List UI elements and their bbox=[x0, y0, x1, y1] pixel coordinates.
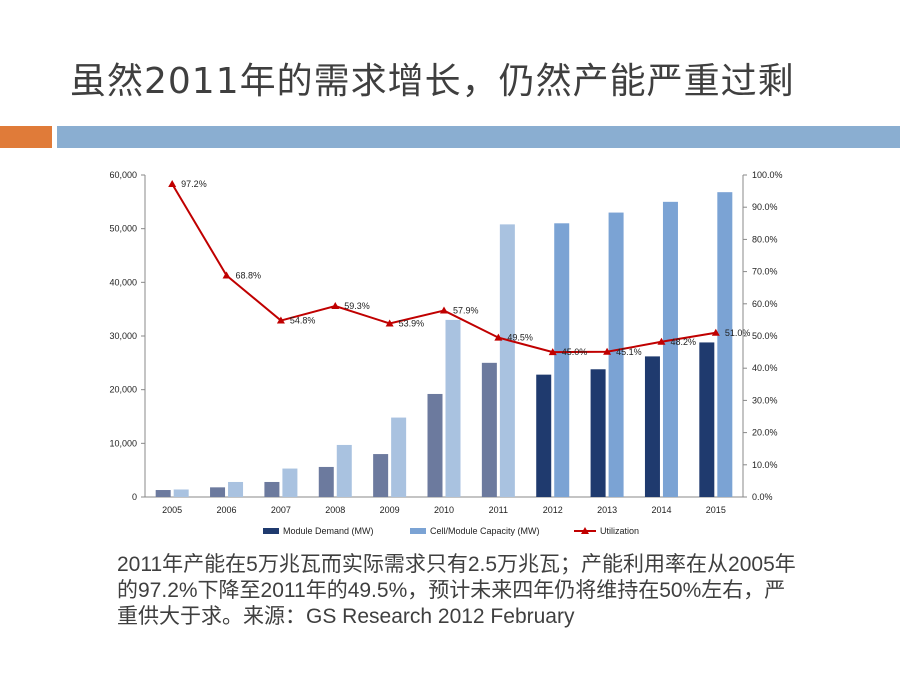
bar-module-demand bbox=[644, 356, 660, 497]
utilization-data-label: 45.1% bbox=[616, 347, 642, 357]
utilization-data-label: 49.5% bbox=[507, 333, 533, 343]
x-tick-label: 2006 bbox=[217, 505, 237, 515]
legend-swatch-marker bbox=[581, 527, 589, 534]
x-tick-label: 2007 bbox=[271, 505, 291, 515]
x-tick-label: 2014 bbox=[651, 505, 671, 515]
utilization-data-label: 51.0% bbox=[725, 328, 751, 338]
bar-capacity bbox=[662, 201, 678, 498]
legend-label: Cell/Module Capacity (MW) bbox=[430, 526, 540, 536]
y-right-tick-label: 70.0% bbox=[752, 267, 778, 277]
bar-capacity bbox=[391, 417, 407, 497]
y-right-tick-label: 80.0% bbox=[752, 234, 778, 244]
utilization-data-label: 45.0% bbox=[562, 347, 588, 357]
y-left-tick-label: 50,000 bbox=[109, 224, 137, 234]
y-right-tick-label: 90.0% bbox=[752, 202, 778, 212]
x-tick-label: 2010 bbox=[434, 505, 454, 515]
bar-module-demand bbox=[590, 369, 606, 497]
bar-capacity bbox=[445, 319, 461, 497]
x-tick-label: 2008 bbox=[325, 505, 345, 515]
x-tick-label: 2015 bbox=[706, 505, 726, 515]
accent-bar-blue bbox=[57, 126, 900, 148]
bar-module-demand bbox=[373, 454, 389, 497]
bar-module-demand bbox=[427, 393, 443, 497]
bar-capacity bbox=[608, 212, 624, 498]
x-tick-label: 2009 bbox=[380, 505, 400, 515]
bar-capacity bbox=[173, 489, 189, 497]
bar-module-demand bbox=[210, 487, 226, 497]
utilization-point bbox=[440, 306, 448, 314]
bar-module-demand bbox=[155, 490, 171, 497]
utilization-data-label: 54.8% bbox=[290, 316, 316, 326]
utilization-data-label: 97.2% bbox=[181, 179, 207, 189]
accent-bar-orange bbox=[0, 126, 52, 148]
utilization-data-label: 48.2% bbox=[670, 337, 696, 347]
x-tick-label: 2012 bbox=[543, 505, 563, 515]
utilization-point bbox=[385, 319, 394, 327]
combo-chart: 0 10,000 20,000 30,000 40,000 50,000 60,000 0.0… bbox=[109, 170, 783, 536]
utilization-line bbox=[171, 183, 716, 354]
bar-capacity bbox=[282, 468, 298, 497]
utilization-point bbox=[603, 347, 612, 355]
bar-capacity bbox=[499, 224, 515, 497]
bar-module-demand bbox=[536, 374, 552, 497]
y-right-tick-label: 30.0% bbox=[752, 395, 778, 405]
utilization-point bbox=[548, 348, 557, 356]
y-right-tick-label: 0.0% bbox=[752, 492, 773, 502]
bar-capacity bbox=[336, 444, 352, 497]
x-tick-label: 2005 bbox=[162, 505, 182, 515]
y-left-tick-label: 60,000 bbox=[109, 170, 137, 180]
y-right-tick-label: 60.0% bbox=[752, 299, 778, 309]
utilization-data-label: 68.8% bbox=[236, 270, 262, 280]
legend-label: Utilization bbox=[600, 526, 639, 536]
y-right-tick-label: 50.0% bbox=[752, 331, 778, 341]
legend-swatch bbox=[410, 528, 426, 534]
y-right-tick-label: 100.0% bbox=[752, 170, 783, 180]
utilization-point bbox=[276, 316, 285, 324]
utilization-data-label: 57.9% bbox=[453, 306, 479, 316]
legend-label: Module Demand (MW) bbox=[283, 526, 374, 536]
utilization-point bbox=[168, 180, 177, 188]
legend-swatch bbox=[263, 528, 279, 534]
y-left-tick-label: 10,000 bbox=[109, 438, 137, 448]
x-tick-label: 2013 bbox=[597, 505, 617, 515]
y-left-tick-label: 40,000 bbox=[109, 277, 137, 287]
utilization-data-label: 53.9% bbox=[399, 318, 425, 328]
caption-text: 2011年产能在5万兆瓦而实际需求只有2.5万兆瓦；产能利用率在从2005年的9… bbox=[117, 553, 796, 628]
slide-title: 虽然2011年的需求增长，仍然产能严重过剩 bbox=[70, 61, 795, 102]
bar-module-demand bbox=[318, 466, 334, 497]
y-left-tick-label: 20,000 bbox=[109, 385, 137, 395]
chart-container: 0 10,000 20,000 30,000 40,000 50,000 60,000 0.0… bbox=[95, 162, 805, 547]
utilization-point bbox=[494, 333, 503, 341]
bar-capacity bbox=[717, 192, 733, 497]
utilization-point bbox=[331, 302, 340, 310]
utilization-point bbox=[711, 328, 720, 336]
bar-module-demand bbox=[481, 362, 497, 497]
bar-module-demand bbox=[264, 481, 280, 497]
y-left-tick-label: 0 bbox=[132, 492, 137, 502]
utilization-point bbox=[657, 337, 666, 345]
x-tick-label: 2011 bbox=[489, 505, 508, 515]
bar-module-demand bbox=[699, 342, 715, 497]
y-right-tick-label: 10.0% bbox=[752, 460, 778, 470]
utilization-point bbox=[222, 271, 231, 279]
bar-capacity bbox=[554, 223, 570, 498]
y-right-tick-label: 20.0% bbox=[752, 428, 778, 438]
y-right-tick-label: 40.0% bbox=[752, 363, 778, 373]
y-left-tick-label: 30,000 bbox=[109, 331, 137, 341]
utilization-data-label: 59.3% bbox=[344, 301, 370, 311]
bar-capacity bbox=[228, 481, 244, 497]
